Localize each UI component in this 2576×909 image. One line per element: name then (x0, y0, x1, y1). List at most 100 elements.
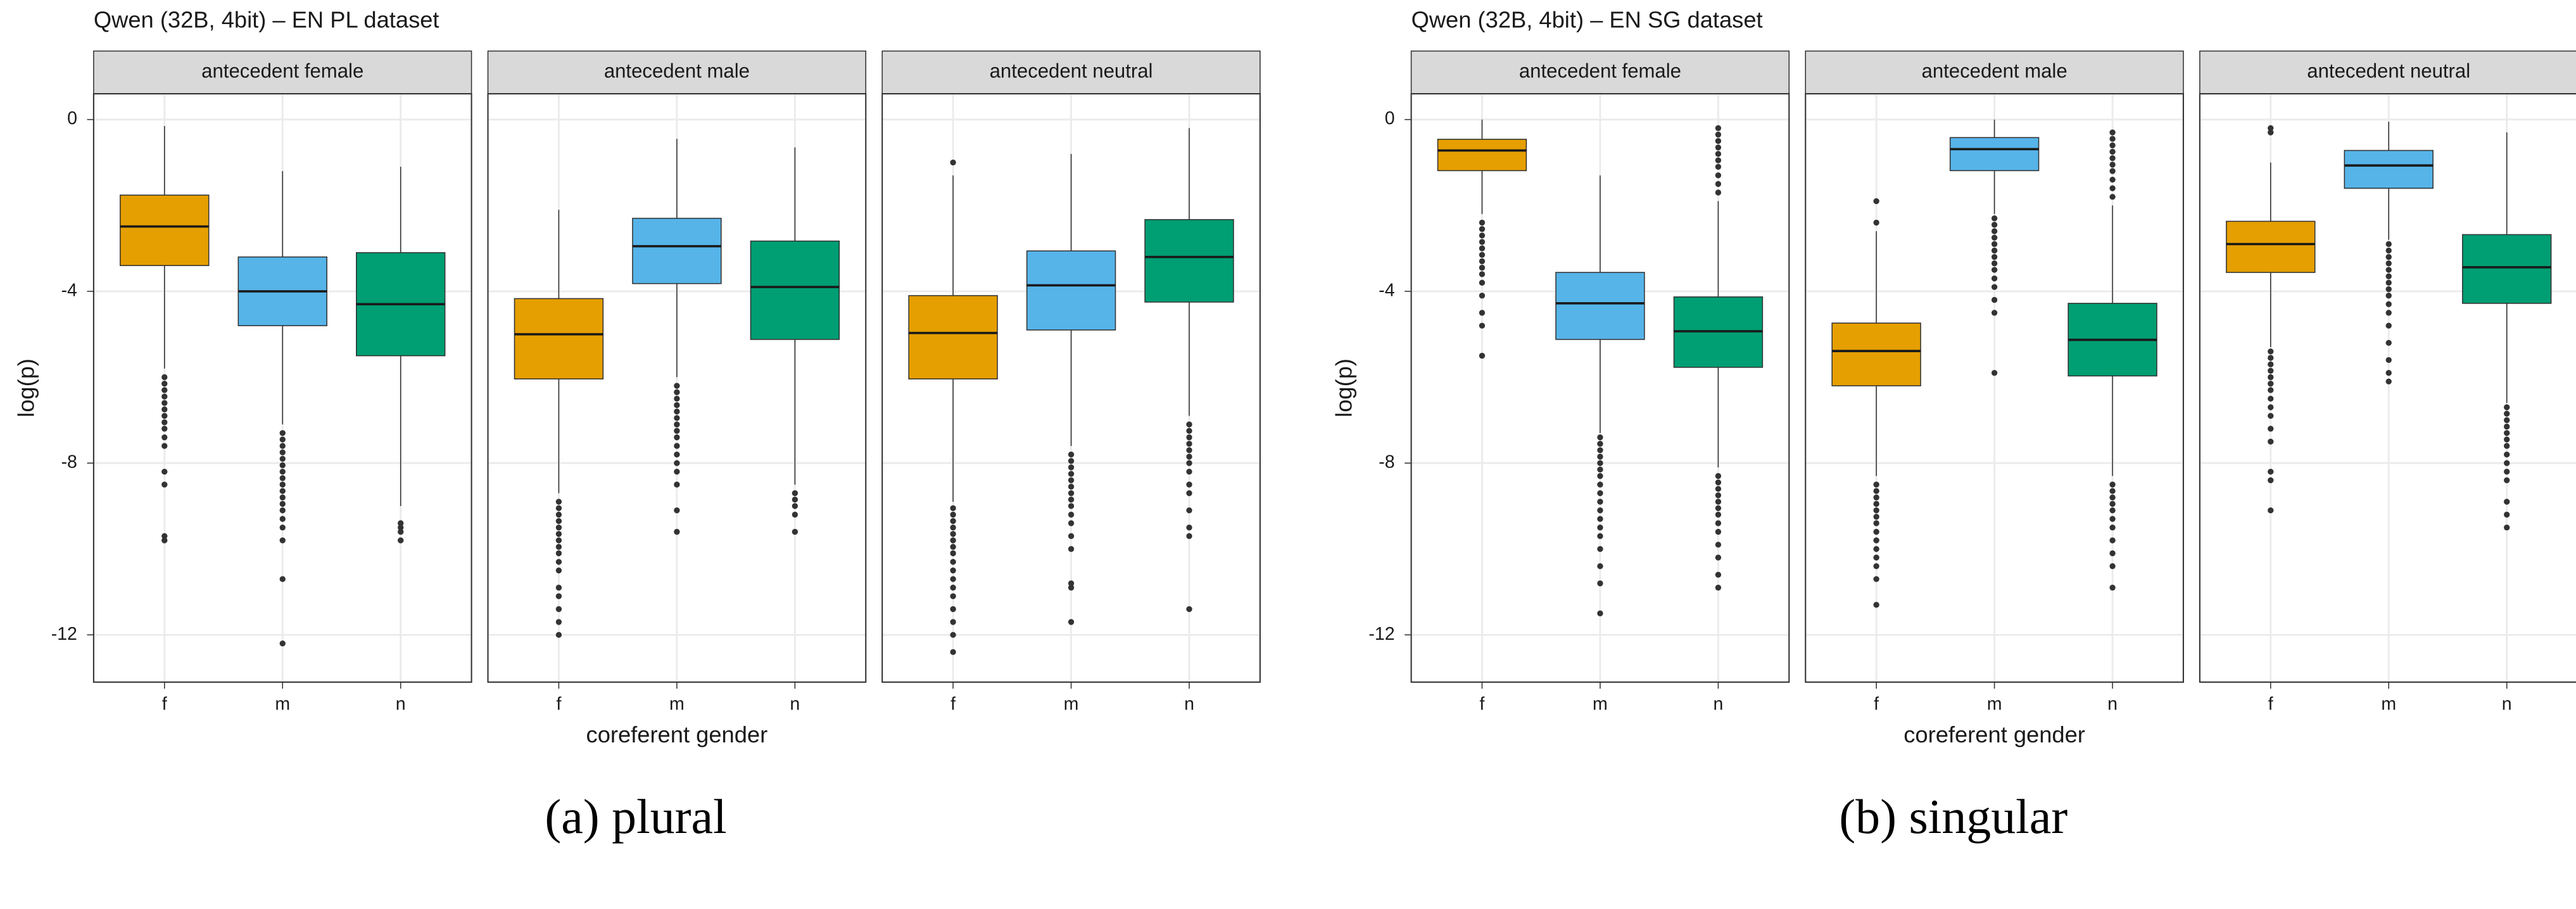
outlier (1715, 473, 1722, 480)
outlier (279, 516, 286, 522)
outlier (2504, 429, 2510, 436)
outlier (1068, 533, 1075, 539)
outlier (2504, 417, 2510, 423)
outlier (1991, 228, 1998, 234)
y-tick-label: -8 (61, 452, 77, 473)
strip-label: antecedent neutral (2307, 60, 2470, 82)
outlier (1479, 239, 1486, 245)
outlier (555, 531, 562, 537)
outlier (1873, 602, 1879, 608)
panel-border (881, 92, 1261, 683)
outlier (1479, 310, 1486, 316)
outlier (1873, 507, 1879, 514)
x-tick-label: f (162, 694, 167, 715)
x-tick-label: n (790, 694, 800, 715)
outlier (1597, 490, 1603, 497)
outlier (792, 511, 799, 518)
outlier (950, 550, 956, 557)
outlier (1991, 310, 1998, 316)
outlier (1991, 284, 1998, 290)
outlier (398, 524, 404, 531)
outlier (2504, 404, 2510, 410)
outlier (2268, 380, 2274, 387)
outlier (161, 387, 168, 393)
outlier (2504, 477, 2510, 483)
outlier (2385, 310, 2392, 316)
outlier (2109, 585, 2116, 591)
outlier (1991, 267, 1998, 273)
x-tick-label: n (396, 694, 406, 715)
outlier (1597, 610, 1603, 617)
outlier (2504, 443, 2510, 449)
outlier (674, 383, 680, 389)
outlier (1186, 434, 1192, 441)
outlier (1068, 483, 1075, 490)
outlier (674, 451, 680, 458)
outlier (2385, 292, 2392, 299)
outlier (674, 415, 680, 421)
outlier (950, 619, 956, 625)
outlier (555, 585, 562, 591)
outlier (674, 528, 680, 535)
outlier (279, 429, 286, 436)
outlier (2109, 142, 2116, 149)
outlier (2109, 148, 2116, 155)
outlier (279, 500, 286, 507)
outlier (555, 524, 562, 531)
outlier (792, 503, 799, 509)
outlier (2504, 436, 2510, 443)
outlier (1186, 533, 1192, 539)
outlier (674, 409, 680, 415)
outlier (2109, 481, 2116, 488)
outlier (2504, 410, 2510, 417)
outlier (2504, 460, 2510, 466)
outlier (2385, 301, 2392, 307)
caption: (b) singular (1839, 789, 2068, 844)
strip (487, 50, 867, 94)
box (514, 298, 604, 379)
x-tick-label: m (2381, 694, 2396, 715)
outlier (555, 619, 562, 625)
strip-label: antecedent male (604, 60, 750, 82)
outlier (2268, 438, 2274, 445)
outlier (1715, 486, 1722, 492)
outlier (1068, 585, 1075, 591)
outlier (2109, 194, 2116, 200)
outlier (2268, 507, 2274, 514)
outlier (161, 468, 168, 475)
outlier (1715, 479, 1722, 486)
outlier (1873, 554, 1879, 561)
outlier (1991, 247, 1998, 254)
y-tick-label: 0 (67, 108, 77, 129)
outlier (1186, 490, 1192, 497)
outlier (792, 528, 799, 535)
y-axis-label: log(p) (13, 359, 39, 417)
x-tick-label: n (1713, 694, 1723, 715)
outlier (674, 434, 680, 441)
box (1831, 322, 1921, 386)
outlier (398, 520, 404, 526)
outlier (1479, 292, 1486, 299)
outlier (1068, 545, 1075, 552)
outlier (2268, 468, 2274, 475)
outlier (1873, 514, 1879, 520)
outlier (2268, 374, 2274, 381)
outlier (1186, 460, 1192, 466)
outlier (674, 460, 680, 466)
outlier (161, 374, 168, 381)
box (2226, 220, 2316, 273)
outlier (161, 434, 168, 441)
outlier (555, 518, 562, 524)
outlier (161, 393, 168, 400)
outlier (555, 543, 562, 550)
outlier (2504, 423, 2510, 430)
outlier (674, 468, 680, 475)
outlier (1715, 157, 1722, 163)
x-tick-label: f (1874, 694, 1879, 715)
strip-label: antecedent neutral (990, 60, 1153, 82)
outlier (2504, 468, 2510, 475)
outlier (1068, 497, 1075, 503)
outlier (1479, 226, 1486, 232)
outlier (1715, 137, 1722, 144)
y-tick-label: -8 (1379, 452, 1394, 473)
